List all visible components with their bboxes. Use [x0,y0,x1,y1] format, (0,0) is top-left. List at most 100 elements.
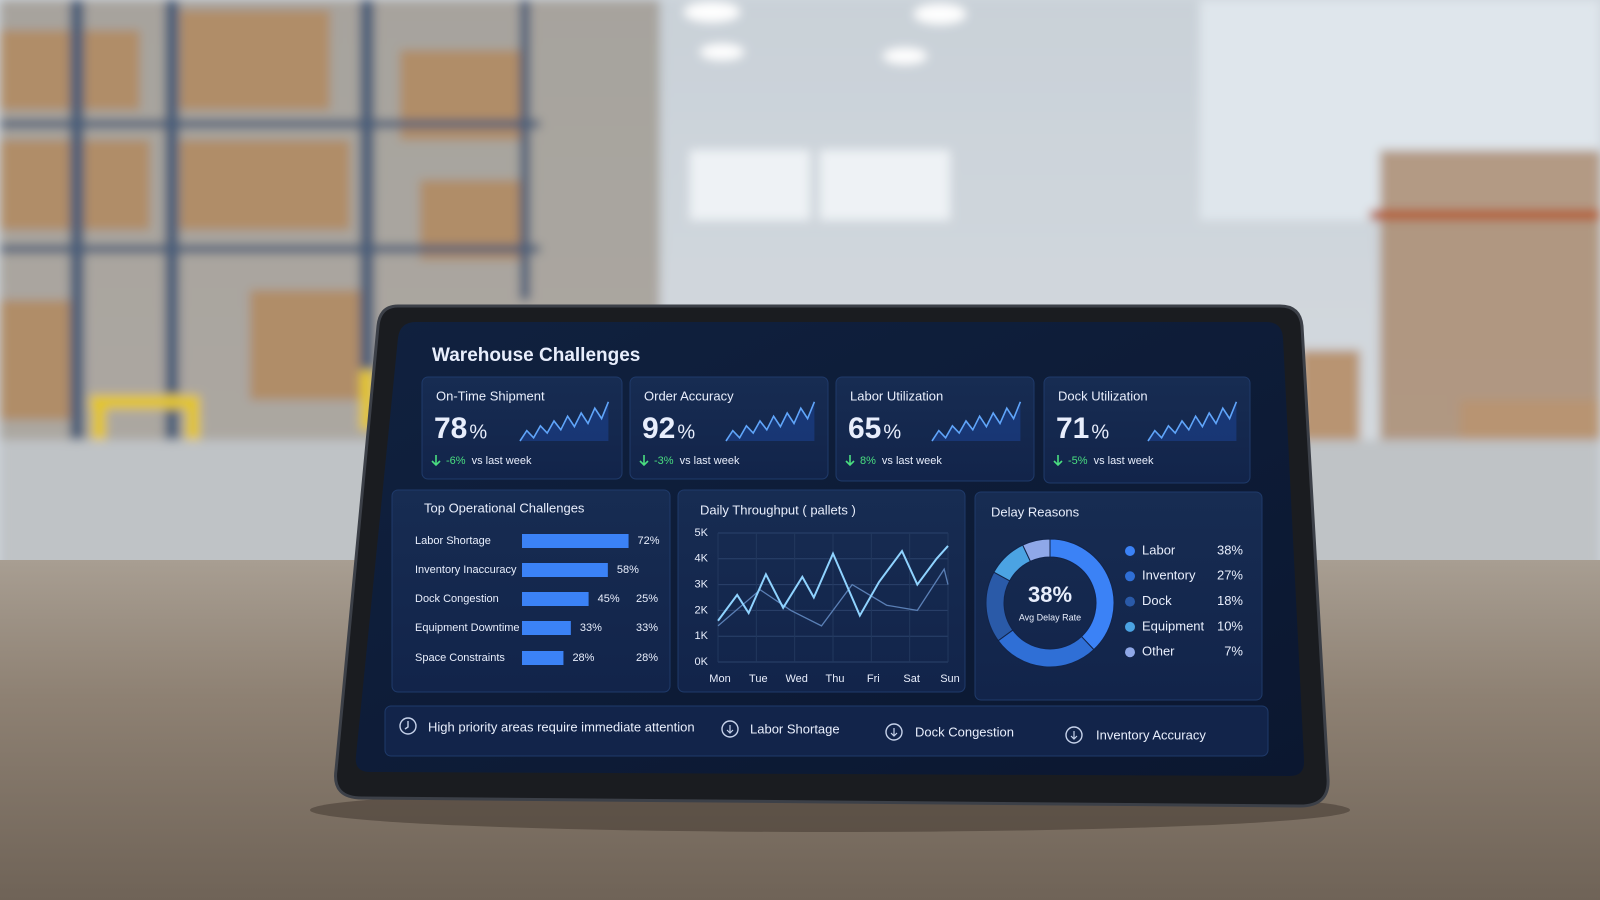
kpi-comparison: vs last week [1094,455,1154,467]
kpi-value: 92 [642,412,675,445]
sparkline [519,401,610,442]
legend-label: Other [1142,644,1175,659]
x-tick-label: Tue [749,673,768,685]
kpi-change: 8% [860,455,876,467]
side-label: 28% [636,652,658,664]
chart-title: Daily Throughput ( pallets ) [700,502,856,517]
donut-center-value: 38% [1028,582,1072,607]
bar [522,592,589,606]
alert-icon-mark [404,721,409,730]
x-tick-label: Sun [940,673,960,685]
y-tick-label: 4K [695,553,709,565]
sparkline [931,401,1022,442]
footer-note: High priority areas require immediate at… [428,719,695,734]
legend-value: 27% [1217,568,1243,583]
category-label: Labor Shortage [415,535,491,547]
panel [835,376,1035,482]
change-arrow [845,455,855,467]
x-tick-label: Sat [903,673,920,685]
footer-tag: Dock Congestion [915,724,1014,739]
category-label: Space Constraints [415,652,505,664]
alert-icon [399,717,417,735]
line-series [717,567,949,627]
category-label: Equipment Downtime [415,622,520,634]
y-tick-label: 0K [695,656,709,668]
x-tick-label: Thu [826,673,845,685]
kpi-comparison: vs last week [680,455,740,467]
legend-dot [1125,596,1135,607]
legend-label: Labor [1142,542,1176,557]
sparkline-area [932,401,1021,441]
kpi-unit: % [469,421,487,443]
legend-value: 38% [1217,542,1243,557]
legend-dot [1125,621,1135,632]
category-label: Dock Congestion [415,593,499,605]
change-arrow [639,455,649,467]
donut-segment [1022,538,1051,563]
value-label: 58% [617,564,639,576]
legend-label: Dock [1142,593,1172,608]
sparkline-area [726,401,815,441]
kpi-label: Order Accuracy [644,388,734,403]
panel [1043,376,1251,484]
sparkline-area [520,401,609,441]
dashboard-title: Warehouse Challenges [432,345,640,366]
bar [522,534,629,548]
value-label: 33% [580,622,602,634]
sparkline [725,401,816,442]
legend-value: 10% [1217,618,1243,633]
x-tick-label: Fri [867,673,880,685]
footer-tag: Labor Shortage [750,721,840,736]
y-tick-label: 5K [695,527,709,539]
kpi-value: 71 [1056,412,1089,445]
kpi-unit: % [1091,421,1109,443]
chart-title: Delay Reasons [991,504,1080,519]
tag-icon [1065,726,1083,744]
legend-dot [1125,647,1135,658]
y-tick-label: 2K [695,604,709,616]
value-label: 72% [638,535,660,547]
change-arrow [1053,455,1063,467]
tag-icon [721,720,739,738]
kpi-label: Dock Utilization [1058,388,1148,403]
legend-value: 7% [1224,644,1243,659]
side-label: 33% [636,622,658,634]
side-label: 25% [636,593,658,605]
footer-bar [384,705,1269,757]
kpi-change: -5% [1068,455,1088,467]
bar [522,651,564,665]
kpi-comparison: vs last week [882,455,942,467]
sparkline-area [1148,401,1237,441]
donut-center-subtitle: Avg Delay Rate [1019,612,1081,622]
panel [421,376,623,480]
kpi-label: Labor Utilization [850,388,943,403]
legend-value: 18% [1217,593,1243,608]
line-series [717,545,949,622]
tag-icon-mark [890,728,898,737]
legend-label: Equipment [1142,618,1205,633]
kpi-value: 78 [434,412,467,445]
category-label: Inventory Inaccuracy [415,564,517,576]
sparkline [1147,401,1238,442]
change-arrow [431,455,441,467]
legend-dot [1125,546,1135,556]
bar [522,563,608,577]
kpi-unit: % [677,421,695,443]
legend-dot [1125,571,1135,582]
x-tick-label: Mon [709,673,730,685]
kpi-unit: % [883,421,901,443]
tag-icon-mark [1070,731,1078,740]
value-label: 28% [572,652,594,664]
kpi-comparison: vs last week [472,455,532,467]
kpi-change: -6% [446,455,466,467]
chart-title: Top Operational Challenges [424,500,585,515]
legend-label: Inventory [1142,568,1196,583]
tag-icon [885,723,903,741]
y-tick-label: 3K [695,579,709,591]
value-label: 45% [598,593,620,605]
panel [629,376,829,480]
footer-tag: Inventory Accuracy [1096,727,1206,742]
